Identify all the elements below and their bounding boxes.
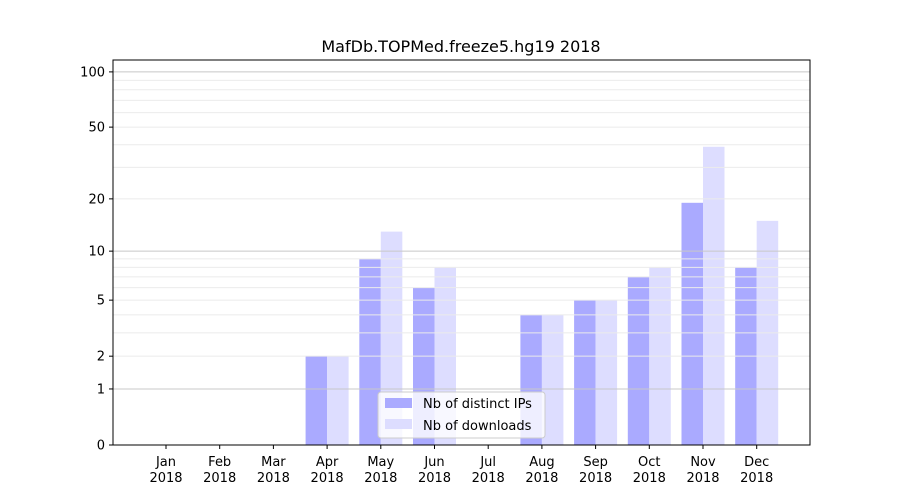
plot-frame xyxy=(112,59,811,446)
bar-ips-may xyxy=(359,258,381,445)
y-tick-label: 1 xyxy=(97,382,105,397)
y-tick-label: 0 xyxy=(97,439,105,454)
x-tick-label-year: 2018 xyxy=(525,471,558,486)
x-tick-label-month: Oct xyxy=(638,455,660,470)
bar-ips-sep xyxy=(574,300,596,445)
x-tick-label-year: 2018 xyxy=(364,471,397,486)
x-tick-label-month: May xyxy=(367,455,394,470)
y-tick-label: 5 xyxy=(97,294,105,309)
x-tick-label-year: 2018 xyxy=(579,471,612,486)
legend: Nb of distinct IPs Nb of downloads xyxy=(377,391,546,439)
x-tick-label-year: 2018 xyxy=(203,471,236,486)
x-tick-label-month: Dec xyxy=(744,455,769,470)
x-tick-label-year: 2018 xyxy=(472,471,505,486)
bar-ips-nov xyxy=(681,202,703,445)
x-tick-label-month: Jan xyxy=(155,455,176,470)
x-tick-label-year: 2018 xyxy=(418,471,451,486)
bar-ips-oct xyxy=(627,276,650,445)
bar-ips-apr xyxy=(305,356,328,445)
y-tick-label: 10 xyxy=(88,245,105,260)
bar-downloads-sep xyxy=(595,300,618,445)
bar-downloads-nov xyxy=(703,146,725,446)
x-tick-label-year: 2018 xyxy=(740,471,773,486)
x-tick-label-year: 2018 xyxy=(257,471,290,486)
x-tick-label-month: Jul xyxy=(479,455,496,470)
x-tick-label-year: 2018 xyxy=(686,471,719,486)
y-tick-label: 20 xyxy=(88,192,105,207)
legend-swatch-downloads xyxy=(385,419,412,429)
x-tick-label-year: 2018 xyxy=(149,471,182,486)
y-tick-label: 2 xyxy=(97,350,105,365)
x-tick-label-month: Sep xyxy=(583,455,608,470)
x-tick-label-month: Mar xyxy=(261,455,286,470)
legend-label-downloads: Nb of downloads xyxy=(423,419,532,434)
legend-label-ips: Nb of distinct IPs xyxy=(423,397,532,412)
legend-swatch-ips xyxy=(385,398,412,408)
y-tick-label: 100 xyxy=(80,65,105,80)
x-tick-label-month: Apr xyxy=(316,455,339,470)
x-tick-label-month: Aug xyxy=(529,455,554,470)
x-tick-label-year: 2018 xyxy=(633,471,666,486)
bar-downloads-aug xyxy=(541,314,564,445)
bar-downloads-apr xyxy=(327,356,349,445)
x-tick-label-month: Feb xyxy=(208,455,231,470)
chart-title: MafDb.TOPMed.freeze5.hg19 2018 xyxy=(321,37,600,56)
x-tick-label-month: Nov xyxy=(690,455,716,470)
y-tick-label: 50 xyxy=(88,121,105,136)
x-tick-label-year: 2018 xyxy=(311,471,344,486)
x-tick-label-month: Jun xyxy=(423,455,444,470)
